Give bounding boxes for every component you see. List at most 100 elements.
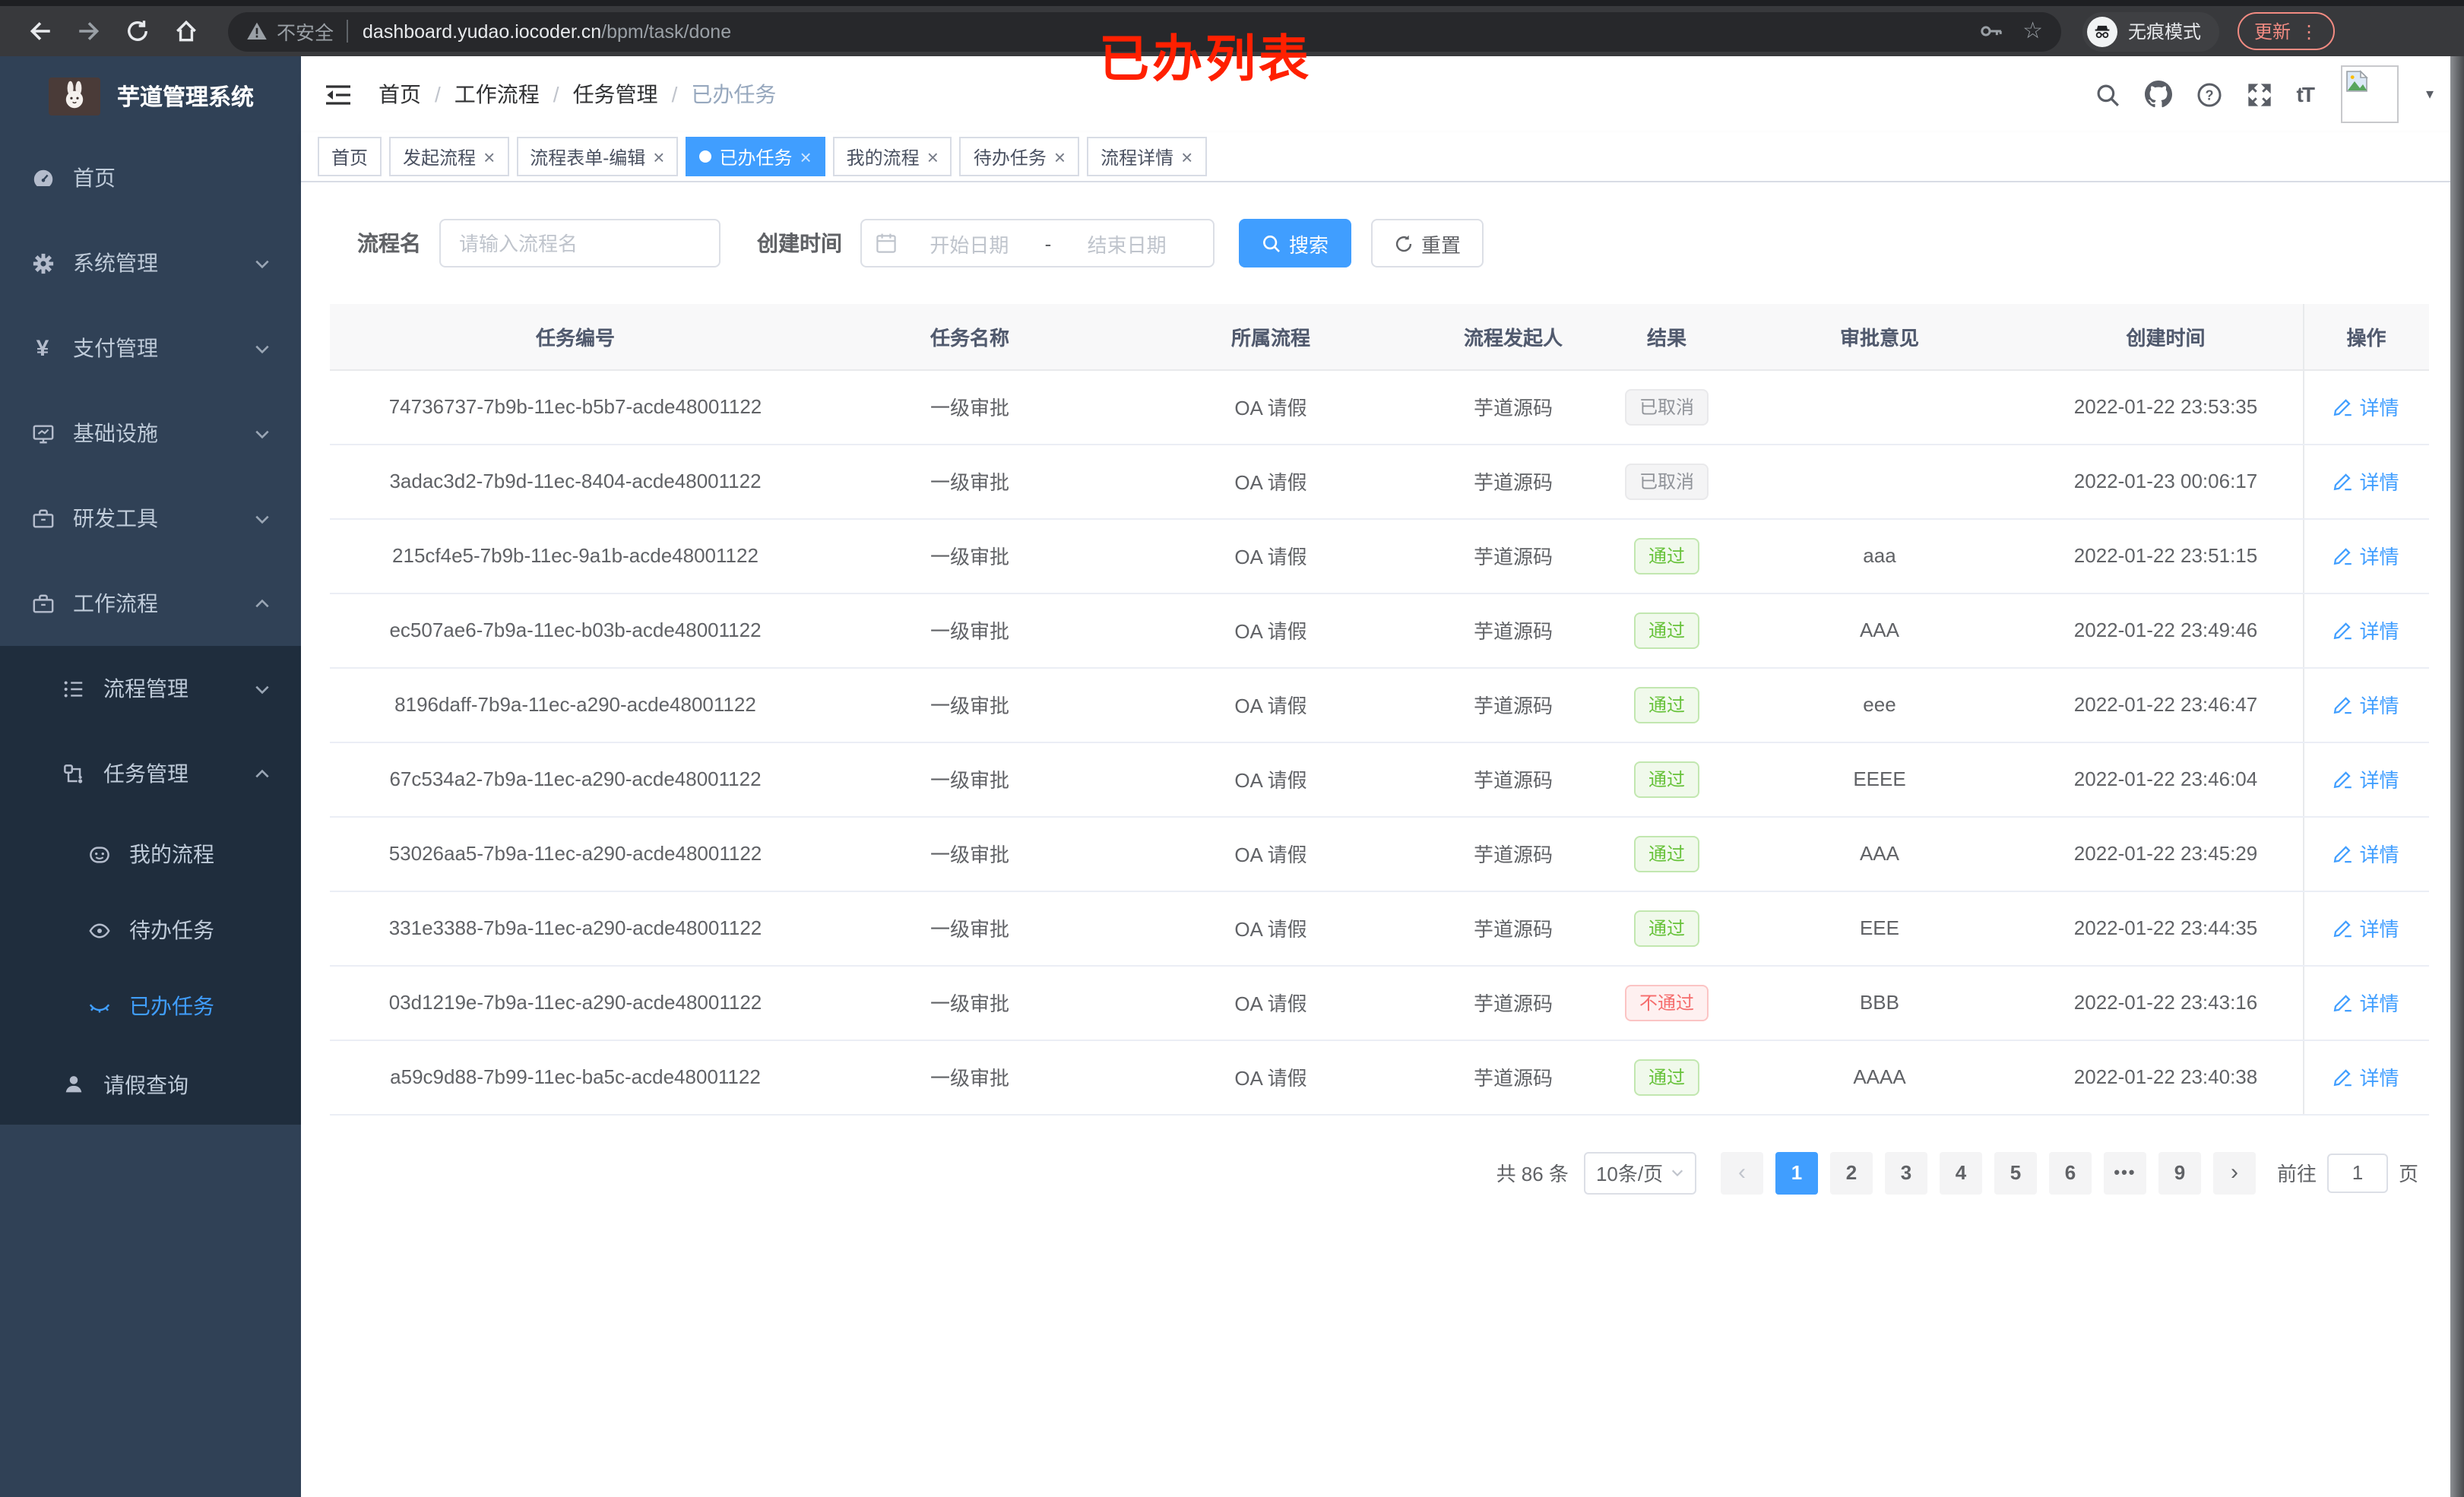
page-button[interactable]: 9 [2158,1151,2201,1194]
sidebar-item-process-management[interactable]: 流程管理 [0,646,301,731]
avatar-caret-icon[interactable]: ▾ [2425,86,2434,103]
result-cell: 通过 [1604,816,1730,891]
address-bar[interactable]: 不安全 dashboard.yudao.iocoder.cn/bpm/task/… [228,11,2061,51]
created-cell: 2022-01-23 00:06:17 [2029,444,2303,519]
result-badge: 通过 [1634,1059,1699,1095]
sidebar-item-task-management[interactable]: 任务管理 [0,731,301,816]
result-cell: 通过 [1604,891,1730,966]
process-cell: OA 请假 [1119,742,1423,817]
end-date-placeholder[interactable]: 结束日期 [1087,233,1167,256]
detail-link[interactable]: 详情 [2333,764,2399,793]
chevron-down-icon [254,680,271,697]
detail-link[interactable]: 详情 [2333,541,2399,570]
close-icon[interactable]: × [653,145,665,168]
table-row: 8196daff-7b9a-11ec-a290-acde48001122 一级审批… [330,667,2429,742]
sidebar-item-workflow[interactable]: 工作流程 [0,561,301,646]
next-page-button[interactable]: › [2212,1151,2256,1194]
reload-icon[interactable] [123,17,150,45]
edit-icon [2334,995,2352,1012]
starter-cell: 芋道源码 [1423,369,1604,445]
back-icon[interactable] [26,17,53,45]
process-cell: OA 请假 [1119,891,1423,966]
page-button[interactable]: 4 [1939,1151,1982,1194]
reset-button[interactable]: 重置 [1371,219,1484,267]
browser-menu-icon[interactable]: ⋮ [2300,21,2319,42]
avatar[interactable] [2340,65,2399,123]
date-range-input[interactable]: 开始日期 - 结束日期 [860,219,1215,267]
app-logo[interactable]: 芋道管理系统 [0,56,301,135]
sidebar-item-payment[interactable]: ¥ 支付管理 [0,305,301,391]
security-label: 不安全 [277,23,334,44]
close-icon[interactable]: × [483,145,496,168]
page-button[interactable]: 6 [2048,1151,2092,1194]
created-cell: 2022-01-22 23:44:35 [2029,891,2303,966]
app-title: 芋道管理系统 [117,84,255,110]
goto-page-input[interactable] [2326,1153,2388,1192]
page-button[interactable]: 2 [1829,1151,1873,1194]
prev-page-button[interactable]: ‹ [1720,1151,1763,1194]
more-pages-button[interactable]: ••• [2103,1151,2146,1194]
comment-cell [1730,369,2029,445]
detail-link[interactable]: 详情 [2333,690,2399,719]
task-id-cell: ec507ae6-7b9a-11ec-b03b-acde48001122 [330,593,821,668]
detail-link[interactable]: 详情 [2333,988,2399,1017]
browser-update-button[interactable]: 更新 ⋮ [2238,12,2336,50]
sidebar-item-leave-query[interactable]: 请假查询 [0,1044,301,1125]
page-size-select[interactable]: 10条/页 [1583,1151,1696,1194]
detail-link[interactable]: 详情 [2333,1062,2399,1091]
breadcrumb-home[interactable]: 首页 [378,82,421,106]
edit-icon [2334,473,2352,491]
detail-link[interactable]: 详情 [2333,839,2399,868]
result-badge: 通过 [1634,835,1699,872]
page-button[interactable]: 1 [1775,1151,1818,1194]
sidebar-item-todo-tasks[interactable]: 待办任务 [0,892,301,968]
tab-home[interactable]: 首页 [318,137,382,176]
task-name-cell: 一级审批 [821,1040,1119,1115]
sidebar-fold-icon[interactable] [324,83,353,106]
key-icon[interactable] [1978,18,2004,44]
task-name-cell: 一级审批 [821,518,1119,593]
bookmark-star-icon[interactable]: ☆ [2022,18,2043,44]
detail-link[interactable]: 详情 [2333,616,2399,644]
sidebar-item-my-process[interactable]: 我的流程 [0,816,301,892]
tab-start-process[interactable]: 发起流程 × [389,137,509,176]
tab-done-tasks[interactable]: 已办任务 × [686,137,825,176]
process-name-input[interactable] [439,219,721,267]
breadcrumb-task-management[interactable]: 任务管理 [572,82,658,106]
sidebar-item-dev-tools[interactable]: 研发工具 [0,476,301,561]
close-icon[interactable]: × [1053,145,1066,168]
search-icon[interactable] [2095,81,2120,107]
search-button[interactable]: 搜索 [1239,219,1352,267]
detail-link[interactable]: 详情 [2333,467,2399,495]
breadcrumb-workflow[interactable]: 工作流程 [454,82,540,106]
detail-link[interactable]: 详情 [2333,392,2399,421]
page-button[interactable]: 5 [1994,1151,2037,1194]
tab-todo-tasks[interactable]: 待办任务 × [959,137,1080,176]
table-row: a59c9d88-7b99-11ec-ba5c-acde48001122 一级审批… [330,1040,2429,1115]
help-icon[interactable]: ? [2196,81,2222,107]
detail-link[interactable]: 详情 [2333,913,2399,942]
gear-icon [30,252,55,274]
tab-process-form-edit[interactable]: 流程表单-编辑 × [516,137,679,176]
github-icon[interactable] [2144,81,2172,108]
fullscreen-icon[interactable] [2247,81,2272,107]
home-icon[interactable] [172,17,199,45]
forward-icon[interactable] [74,17,102,45]
font-size-icon[interactable]: tT [2296,82,2315,106]
tab-my-process[interactable]: 我的流程 × [832,137,952,176]
sidebar-item-system[interactable]: 系统管理 [0,220,301,305]
action-cell: 详情 [2302,444,2429,519]
goto-label: 前往 [2276,1163,2317,1185]
sidebar-item-done-tasks[interactable]: 已办任务 [0,968,301,1044]
page-scrollbar[interactable] [2450,56,2464,1497]
close-icon[interactable]: × [1181,145,1193,168]
page-button[interactable]: 3 [1884,1151,1927,1194]
close-icon[interactable]: × [800,145,812,168]
start-date-placeholder[interactable]: 开始日期 [930,233,1009,256]
action-cell: 详情 [2302,965,2429,1040]
sidebar-item-home[interactable]: 首页 [0,135,301,220]
result-cell: 通过 [1604,667,1730,742]
sidebar-item-infrastructure[interactable]: 基础设施 [0,391,301,476]
tab-process-detail[interactable]: 流程详情 × [1087,137,1207,176]
close-icon[interactable]: × [926,145,939,168]
